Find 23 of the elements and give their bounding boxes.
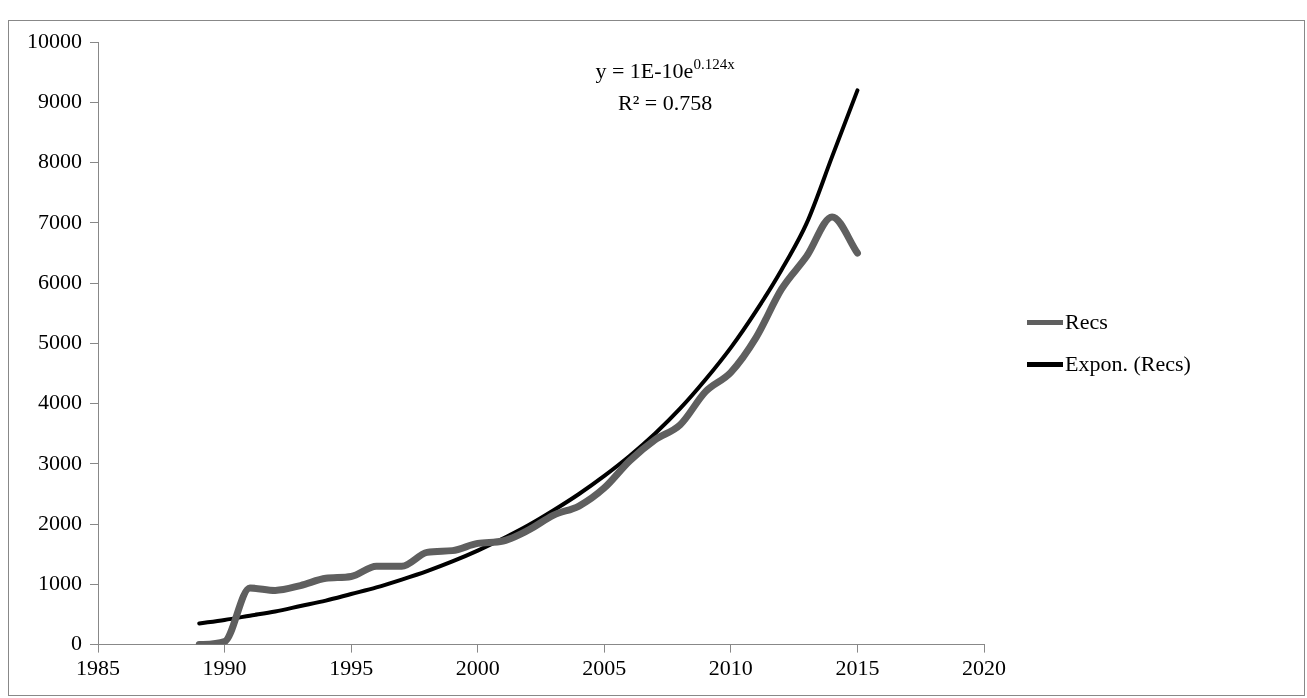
y-tick-label: 6000 xyxy=(38,268,82,294)
x-tick-label: 1995 xyxy=(329,654,374,680)
annotation: R² = 0.758 xyxy=(617,90,713,116)
y-tick-label: 0 xyxy=(71,630,82,656)
y-tick-label: 9000 xyxy=(38,88,82,114)
y-tick-label: 2000 xyxy=(38,509,82,535)
x-tick-label: 2000 xyxy=(455,654,500,680)
x-tick-label: 2010 xyxy=(708,654,753,680)
y-tick-label: 1000 xyxy=(38,570,82,596)
y-tick-label: 7000 xyxy=(38,208,82,234)
y-tick-label: 8000 xyxy=(38,148,82,174)
line-series xyxy=(197,88,860,626)
x-tick-label: 1990 xyxy=(202,654,247,680)
y-tick-label: 5000 xyxy=(38,329,82,355)
y-tick-label: 4000 xyxy=(38,389,82,415)
x-tick-label: 2005 xyxy=(582,654,627,680)
x-tick-label: 2020 xyxy=(962,654,1006,680)
y-tick-label: 10000 xyxy=(27,27,82,53)
x-tick-label: 1985 xyxy=(76,654,120,680)
x-tick-label: 2015 xyxy=(835,654,880,680)
legend-label: Recs xyxy=(1065,309,1108,335)
y-tick-label: 3000 xyxy=(38,449,82,475)
legend-label: Expon. (Recs) xyxy=(1065,351,1191,377)
